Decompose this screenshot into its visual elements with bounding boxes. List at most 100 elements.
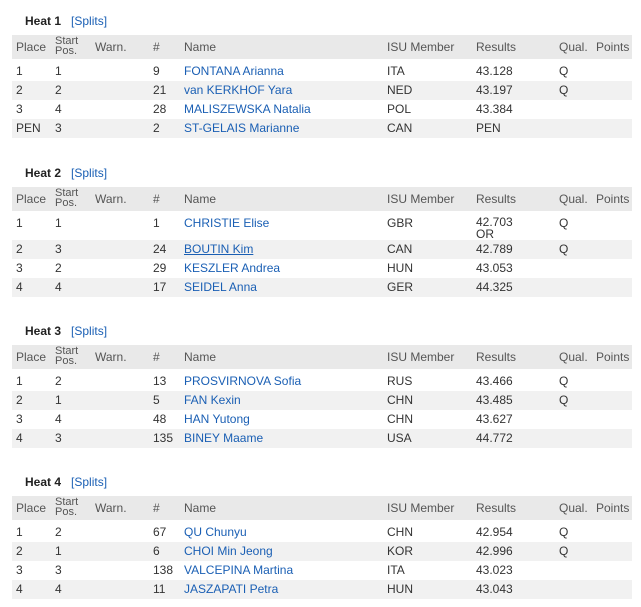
qual-cell: Q bbox=[559, 242, 569, 256]
place-cell: 4 bbox=[16, 582, 23, 596]
heat-block: Heat 1 [Splits] Place Start Pos. Warn. # Name IS… bbox=[12, 14, 632, 144]
table-row: 3 4 48 HAN Yutong CHN 43.627 bbox=[12, 410, 632, 429]
header-name: Name bbox=[184, 501, 217, 515]
heat-block: Heat 3 [Splits] Place Start Pos. Warn. # Name IS… bbox=[12, 324, 632, 454]
start-pos-cell: 4 bbox=[55, 102, 62, 116]
result-cell: 44.325 bbox=[476, 280, 513, 294]
start-pos-cell: 4 bbox=[55, 280, 62, 294]
heat-title: Heat 4 [Splits] bbox=[25, 475, 107, 489]
header-number: # bbox=[153, 350, 160, 364]
number-cell: 21 bbox=[153, 83, 167, 97]
number-cell: 135 bbox=[153, 431, 174, 445]
header-start-pos: Start Pos. bbox=[55, 496, 79, 518]
table-row: PEN 3 2 ST-GELAIS Marianne CAN PEN bbox=[12, 119, 632, 138]
qual-cell: Q bbox=[559, 393, 569, 407]
header-qual: Qual. bbox=[559, 40, 588, 54]
place-cell: 2 bbox=[16, 544, 23, 558]
place-cell: 1 bbox=[16, 216, 23, 230]
start-pos-cell: 2 bbox=[55, 83, 62, 97]
place-cell: 2 bbox=[16, 242, 23, 256]
number-cell: 1 bbox=[153, 216, 160, 230]
skater-name-link[interactable]: PROSVIRNOVA Sofia bbox=[184, 374, 302, 388]
skater-name-link[interactable]: SEIDEL Anna bbox=[184, 280, 257, 294]
isu-member-cell: RUS bbox=[387, 374, 413, 388]
header-warn: Warn. bbox=[95, 192, 127, 206]
header-qual: Qual. bbox=[559, 501, 588, 515]
qual-cell: Q bbox=[559, 374, 569, 388]
table-header: Place Start Pos. Warn. # Name ISU Member Result… bbox=[12, 187, 632, 211]
isu-member-cell: NED bbox=[387, 83, 413, 97]
start-pos-cell: 4 bbox=[55, 412, 62, 426]
table-row: 1 1 9 FONTANA Arianna ITA 43.128 Q bbox=[12, 62, 632, 81]
header-isu-member: ISU Member bbox=[387, 40, 455, 54]
table-row: 4 4 17 SEIDEL Anna GER 44.325 bbox=[12, 278, 632, 297]
table-row: 2 2 21 van KERKHOF Yara NED 43.197 Q bbox=[12, 81, 632, 100]
number-cell: 28 bbox=[153, 102, 167, 116]
skater-name-link[interactable]: BINEY Maame bbox=[184, 431, 264, 445]
splits-link[interactable]: [Splits] bbox=[71, 14, 108, 28]
number-cell: 6 bbox=[153, 544, 160, 558]
table-row: 4 4 11 JASZAPATI Petra HUN 43.043 bbox=[12, 580, 632, 599]
splits-link[interactable]: [Splits] bbox=[71, 324, 108, 338]
start-pos-cell: 3 bbox=[55, 431, 62, 445]
splits-link[interactable]: [Splits] bbox=[71, 166, 108, 180]
table-row: 2 1 5 FAN Kexin CHN 43.485 Q bbox=[12, 391, 632, 410]
place-cell: 3 bbox=[16, 261, 23, 275]
isu-member-cell: CAN bbox=[387, 242, 413, 256]
result-cell: 43.485 bbox=[476, 393, 513, 407]
header-warn: Warn. bbox=[95, 40, 127, 54]
skater-name-link[interactable]: BOUTIN Kim bbox=[184, 242, 254, 256]
heat-name: Heat 2 bbox=[25, 166, 62, 180]
isu-member-cell: HUN bbox=[387, 582, 413, 596]
splits-link[interactable]: [Splits] bbox=[71, 475, 108, 489]
heat-name: Heat 1 bbox=[25, 14, 62, 28]
result-cell: 44.772 bbox=[476, 431, 513, 445]
header-name: Name bbox=[184, 40, 217, 54]
header-qual: Qual. bbox=[559, 350, 588, 364]
header-number: # bbox=[153, 40, 160, 54]
result-cell: PEN bbox=[476, 121, 501, 135]
skater-name-link[interactable]: VALCEPINA Martina bbox=[184, 563, 294, 577]
skater-name-link[interactable]: CHRISTIE Elise bbox=[184, 216, 270, 230]
start-pos-cell: 1 bbox=[55, 544, 62, 558]
header-points: Points bbox=[596, 350, 630, 364]
qual-cell: Q bbox=[559, 544, 569, 558]
skater-name-link[interactable]: JASZAPATI Petra bbox=[184, 582, 279, 596]
header-place: Place bbox=[16, 40, 47, 54]
skater-name-link[interactable]: van KERKHOF Yara bbox=[184, 83, 293, 97]
header-start-pos: Start Pos. bbox=[55, 35, 79, 57]
skater-name-link[interactable]: FONTANA Arianna bbox=[184, 64, 284, 78]
place-cell: 4 bbox=[16, 280, 23, 294]
table-row: 2 1 6 CHOI Min Jeong KOR 42.996 Q bbox=[12, 542, 632, 561]
skater-name-link[interactable]: FAN Kexin bbox=[184, 393, 241, 407]
skater-name-link[interactable]: ST-GELAIS Marianne bbox=[184, 121, 300, 135]
skater-name-link[interactable]: CHOI Min Jeong bbox=[184, 544, 273, 558]
number-cell: 5 bbox=[153, 393, 160, 407]
isu-member-cell: GBR bbox=[387, 216, 414, 230]
place-cell: 4 bbox=[16, 431, 23, 445]
place-cell: 3 bbox=[16, 412, 23, 426]
skater-name-link[interactable]: QU Chunyu bbox=[184, 525, 247, 539]
start-pos-cell: 1 bbox=[55, 216, 62, 230]
result-cell: 42.703 OR bbox=[476, 215, 513, 241]
heat-name: Heat 3 bbox=[25, 324, 62, 338]
isu-member-cell: ITA bbox=[387, 64, 405, 78]
isu-member-cell: CAN bbox=[387, 121, 413, 135]
table-row: 4 3 135 BINEY Maame USA 44.772 bbox=[12, 429, 632, 448]
skater-name-link[interactable]: KESZLER Andrea bbox=[184, 261, 281, 275]
result-cell: 42.996 bbox=[476, 544, 513, 558]
skater-name-link[interactable]: MALISZEWSKA Natalia bbox=[184, 102, 311, 116]
start-pos-cell: 2 bbox=[55, 374, 62, 388]
start-pos-cell: 3 bbox=[55, 563, 62, 577]
table-row: 3 3 138 VALCEPINA Martina ITA 43.023 bbox=[12, 561, 632, 580]
skater-name-link[interactable]: HAN Yutong bbox=[184, 412, 250, 426]
number-cell: 11 bbox=[153, 582, 166, 596]
place-cell: 3 bbox=[16, 563, 23, 577]
header-isu-member: ISU Member bbox=[387, 192, 455, 206]
start-pos-cell: 4 bbox=[55, 582, 62, 596]
result-cell: 43.627 bbox=[476, 412, 513, 426]
header-start-pos: Start Pos. bbox=[55, 345, 79, 367]
start-pos-cell: 3 bbox=[55, 121, 62, 135]
number-cell: 17 bbox=[153, 280, 167, 294]
number-cell: 67 bbox=[153, 525, 167, 539]
